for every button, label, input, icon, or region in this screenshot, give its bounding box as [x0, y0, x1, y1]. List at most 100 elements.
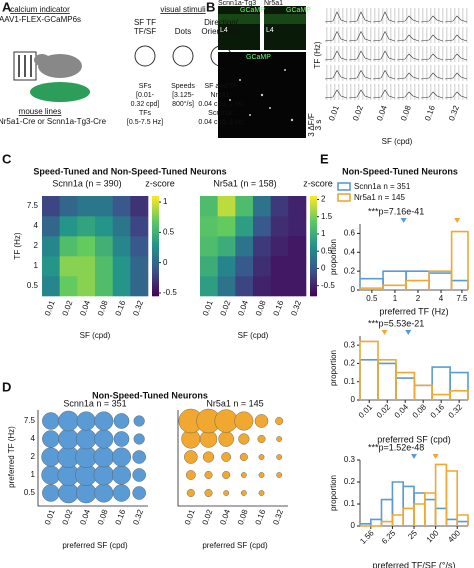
colorbar-step [152, 293, 159, 297]
hist-bin [382, 270, 407, 290]
tick-label: 0.01 [43, 299, 57, 317]
trace [420, 15, 444, 23]
colorbar-step [152, 278, 159, 282]
heat-cell [130, 276, 149, 297]
stim-bar [422, 8, 424, 24]
axis-label: preferred SF (cpd) [62, 541, 128, 550]
heat-cell [95, 196, 113, 217]
stim-bar [446, 46, 448, 62]
heat-cell [217, 256, 236, 277]
tick-label: 0.01 [201, 299, 215, 317]
tick-label: 0.04 [375, 104, 389, 122]
colorbar-step [152, 288, 159, 292]
tick-label: 0.16 [272, 299, 286, 317]
bubble [258, 472, 265, 478]
median-marker [381, 330, 388, 335]
colorbar-step [310, 206, 317, 209]
bubble [132, 486, 146, 500]
hist-bin [449, 390, 469, 400]
bubble [75, 482, 97, 504]
bubble [186, 489, 195, 497]
bubble [275, 417, 284, 425]
colorbar-step [152, 206, 159, 209]
colorbar-step [310, 286, 317, 289]
x-tick-label: 7.5 [456, 294, 468, 303]
legend-label: Nr5a1 n = 145 [354, 193, 405, 202]
heat-cell [77, 276, 96, 297]
trace [444, 15, 468, 23]
bubble [254, 414, 269, 428]
y-tick-label: 0.1 [344, 377, 356, 386]
bubble [58, 410, 79, 432]
median-marker [405, 330, 412, 335]
heat-cell [130, 216, 149, 237]
axes [177, 410, 288, 507]
bubble [94, 429, 114, 449]
hist-bin [359, 340, 379, 400]
stim-bar [438, 46, 440, 62]
stim-bar [446, 65, 448, 81]
y-tick-label: 0 [351, 395, 356, 404]
stim-bar [358, 65, 360, 81]
stim-bar [418, 27, 420, 43]
stim-bar [438, 65, 440, 81]
stim-bar [374, 8, 376, 24]
stim-bar [402, 8, 404, 24]
stim-bar [466, 84, 468, 100]
colorbar-step [152, 243, 159, 247]
heat-cell [77, 236, 96, 257]
trace [444, 91, 468, 99]
axis-label: proportion [329, 475, 338, 511]
stim-bar [458, 27, 460, 43]
heat-cell [217, 276, 236, 297]
x-tick-label: 1.56 [358, 528, 376, 546]
y-tick-label: 0.2 [344, 266, 356, 275]
stim-bar [446, 8, 448, 24]
hist-bin [456, 520, 469, 526]
colorbar-step [152, 236, 159, 239]
stim-bar [438, 8, 440, 24]
trace [372, 11, 396, 23]
stim-bar [354, 27, 356, 43]
colorbar-step [310, 273, 317, 277]
stim-bar [366, 8, 368, 24]
tick-label: 0.32 [271, 508, 285, 526]
hist-bin [382, 284, 407, 290]
bubble [113, 413, 130, 429]
bubble [112, 447, 131, 467]
colorbar-step [310, 216, 317, 219]
axis-label: SF (cpd) [238, 331, 269, 340]
stim-bar [394, 27, 396, 43]
y-tick-label: 0.3 [344, 340, 356, 349]
colorbar-step [310, 243, 317, 247]
stim-bar [346, 84, 348, 100]
heat-cell [270, 236, 289, 257]
stim-bar [422, 27, 424, 43]
axis-label: preferred TF/SF (°/s) [373, 560, 456, 568]
stim-bar [390, 65, 392, 81]
stim-grating [134, 45, 156, 67]
hist-bin [395, 371, 416, 400]
bubble [184, 450, 198, 464]
bubble [132, 468, 146, 482]
bubble [58, 428, 79, 450]
trace [420, 91, 444, 99]
bubble [93, 446, 115, 468]
stim-bar [462, 65, 464, 81]
hist-bin [445, 518, 459, 526]
median-marker [411, 454, 418, 459]
stim-bar [366, 46, 368, 62]
stim-bar [458, 65, 460, 81]
colorbar-step [310, 231, 317, 234]
bubble [223, 490, 230, 496]
stim-bar [374, 65, 376, 81]
x-tick-label: 0.08 [411, 402, 429, 420]
stim-bar [366, 65, 368, 81]
colorbar-step [152, 238, 159, 242]
x-tick-label: 0.01 [357, 402, 375, 420]
axis-label: TF (Hz) [13, 232, 22, 259]
label: 800°/s] [172, 100, 194, 108]
stim-bar [414, 8, 416, 24]
stim-bar [382, 27, 384, 43]
stim-bar [430, 27, 432, 43]
